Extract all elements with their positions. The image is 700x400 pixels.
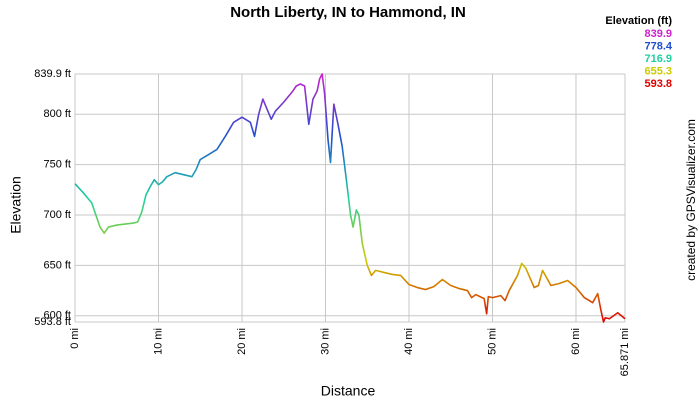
y-tick-label: 839.9 ft [34,68,71,80]
chart-title: North Liberty, IN to Hammond, IN [230,4,466,21]
legend-label: 716.9 [644,53,672,65]
y-tick-label: 600 ft [43,310,71,322]
legend-title: Elevation (ft) [605,15,672,27]
x-tick-label: 40 mi [403,328,415,355]
x-tick-label: 10 mi [152,328,164,355]
legend-label: 593.8 [644,78,672,90]
x-tick-label: 30 mi [319,328,331,355]
legend-label: 839.9 [644,28,672,40]
x-tick-label: 65.871 mi [619,328,631,376]
elevation-line [74,73,626,323]
x-tick-label: 20 mi [236,328,248,355]
y-tick-label: 700 ft [43,209,71,221]
x-axis-label: Distance [321,383,376,399]
y-tick-label: 750 ft [43,159,71,171]
credit: created by GPSVisualizer.com [684,119,698,281]
x-tick-label: 50 mi [486,328,498,355]
y-tick-label: 650 ft [43,259,71,271]
y-axis-label: Elevation [8,176,24,234]
x-tick-label: 0 mi [69,328,81,349]
y-tick-label: 593.8 ft [34,316,71,328]
y-tick-label: 800 ft [43,108,71,120]
x-tick-label: 60 mi [570,328,582,355]
legend-label: 778.4 [644,40,672,52]
legend-label: 655.3 [644,65,672,77]
